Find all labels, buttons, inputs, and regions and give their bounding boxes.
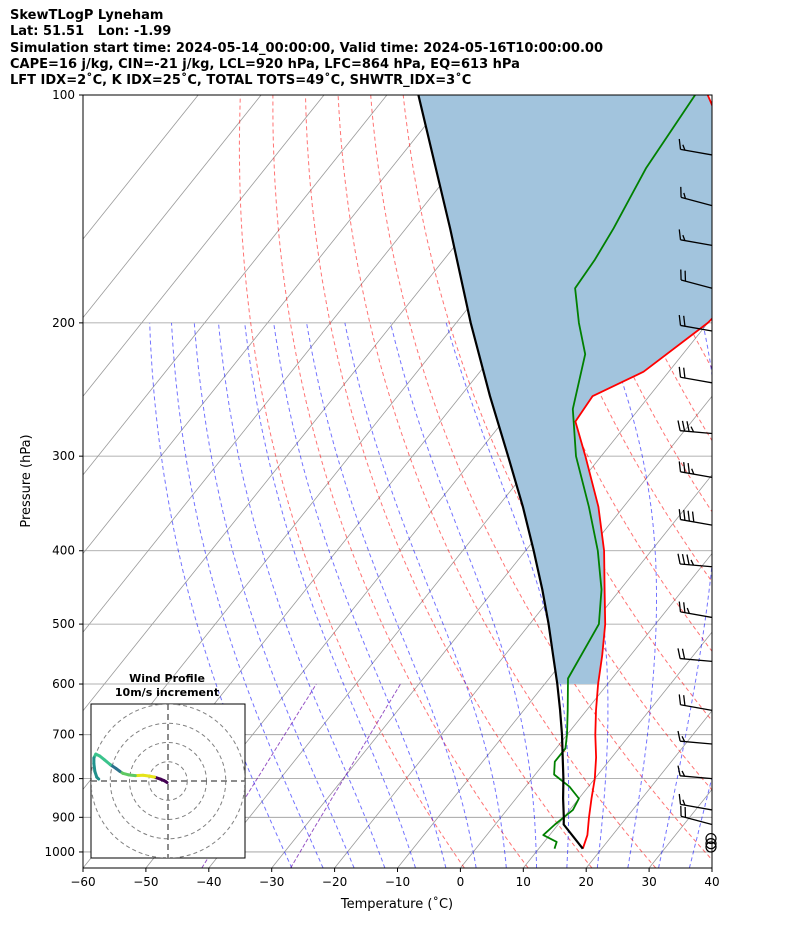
dry-adiabat-line bbox=[370, 95, 712, 861]
axes: −60 −50 −40 −30 −20 −10 0 10 20 30 40 100 200 300 400 5… bbox=[44, 88, 719, 889]
isotherm-line bbox=[83, 95, 325, 397]
simulation-times: Simulation start time: 2024-05-14_00:00:… bbox=[10, 40, 603, 56]
isotherm-line bbox=[83, 95, 199, 240]
wind-barb bbox=[678, 694, 713, 711]
x-tick-label: 40 bbox=[704, 875, 719, 889]
wind-barb bbox=[680, 805, 713, 826]
y-tick-label: 300 bbox=[52, 449, 75, 463]
chart-title-block: SkewTLogP Lyneham Lat: 51.51 Lon: -1.99 … bbox=[10, 8, 603, 89]
y-tick-label: 800 bbox=[52, 772, 75, 786]
y-tick-label: 1000 bbox=[44, 845, 75, 859]
dry-adiabat-line bbox=[402, 95, 712, 791]
wind-barb bbox=[677, 648, 713, 662]
isotherm-line bbox=[83, 95, 388, 476]
moist-adiabat-line bbox=[273, 322, 447, 868]
dry-adiabat-line bbox=[305, 95, 593, 868]
x-tick-label: 20 bbox=[579, 875, 594, 889]
x-tick-label: −40 bbox=[196, 875, 221, 889]
moist-adiabat-line bbox=[445, 322, 570, 868]
moist-adiabat-line bbox=[218, 322, 386, 868]
y-axis-title: Pressure (hPa) bbox=[19, 434, 34, 527]
y-tick-label: 600 bbox=[52, 677, 75, 691]
chart-title: SkewTLogP Lyneham bbox=[10, 8, 164, 23]
wind-barb bbox=[680, 269, 713, 289]
y-tick-label: 200 bbox=[52, 316, 75, 330]
moist-adiabat-line bbox=[306, 322, 477, 868]
station-coordinates: Lat: 51.51 Lon: -1.99 bbox=[10, 24, 172, 40]
wind-barb bbox=[678, 229, 713, 247]
temperature-profile-line bbox=[574, 95, 712, 849]
wind-barb bbox=[680, 186, 713, 207]
dry-adiabat-line bbox=[337, 95, 657, 868]
y-tick-label: 500 bbox=[52, 617, 75, 631]
moist-adiabat-line bbox=[658, 322, 712, 868]
hodograph-trace-segment bbox=[95, 775, 101, 781]
isotherm-line bbox=[460, 552, 712, 868]
moist-adiabat-line bbox=[244, 322, 416, 868]
isotherm-line bbox=[585, 710, 712, 868]
dry-adiabat-line bbox=[729, 95, 794, 868]
moist-adiabat-line bbox=[344, 322, 507, 868]
isotherm-line bbox=[83, 95, 262, 319]
isotherm-line bbox=[397, 474, 712, 868]
isotherm-line bbox=[83, 95, 451, 555]
y-tick-label: 900 bbox=[52, 810, 75, 824]
isotherm-line bbox=[711, 867, 712, 868]
calm-wind-circle bbox=[705, 841, 717, 853]
cape-fill bbox=[418, 95, 712, 684]
y-tick-label: 100 bbox=[52, 88, 75, 102]
calm-wind-circle bbox=[705, 838, 717, 850]
stability-indices-2: LFT IDX=2˚C, K IDX=25˚C, TOTAL TOTS=49˚C… bbox=[10, 73, 472, 89]
hodograph-title: Wind Profile bbox=[129, 672, 205, 685]
wind-barb bbox=[678, 793, 713, 811]
x-tick-label: 10 bbox=[516, 875, 531, 889]
hodograph-ring bbox=[148, 761, 188, 801]
y-tick-label: 700 bbox=[52, 728, 75, 742]
wind-barb bbox=[678, 314, 713, 332]
wind-barb bbox=[678, 601, 713, 619]
y-tick-label: 400 bbox=[52, 544, 75, 558]
sounding-profiles bbox=[417, 95, 712, 850]
wind-barb bbox=[678, 366, 713, 384]
stability-indices-1: CAPE=16 j/kg, CIN=-21 j/kg, LCL=920 hPa,… bbox=[10, 56, 520, 72]
moist-adiabat-line bbox=[602, 322, 657, 868]
isotherm-line bbox=[83, 95, 514, 633]
x-tick-label: 30 bbox=[641, 875, 656, 889]
parcel-profile-line bbox=[417, 95, 584, 850]
wind-barb bbox=[677, 420, 713, 435]
moist-adiabat-line bbox=[193, 322, 355, 868]
x-tick-label: −50 bbox=[133, 875, 158, 889]
hodograph-subtitle: 10m/s increment bbox=[115, 686, 219, 699]
cape-area bbox=[418, 95, 712, 684]
wind-barb bbox=[678, 509, 713, 526]
x-axis-title: Temperature (˚C) bbox=[340, 896, 453, 912]
wind-barb bbox=[677, 765, 713, 780]
moist-adiabat-line bbox=[171, 322, 324, 868]
wind-barbs bbox=[677, 138, 717, 853]
moist-adiabat-line bbox=[149, 322, 293, 868]
x-tick-label: −60 bbox=[70, 875, 95, 889]
moist-adiabat-line bbox=[688, 775, 712, 868]
wind-barb bbox=[678, 461, 713, 479]
dry-adiabat-line bbox=[762, 95, 794, 868]
isotherm-line bbox=[334, 395, 712, 868]
mixing-ratio-line bbox=[290, 683, 401, 868]
x-tick-label: −30 bbox=[259, 875, 284, 889]
dry-adiabat-line bbox=[272, 95, 529, 868]
x-tick-label: −20 bbox=[322, 875, 347, 889]
dry-adiabat-line bbox=[238, 95, 465, 868]
x-tick-label: 0 bbox=[457, 875, 465, 889]
isotherm-line bbox=[522, 631, 712, 868]
dewpoint-profile-line bbox=[542, 95, 696, 849]
wind-barb bbox=[677, 730, 713, 745]
x-tick-label: −10 bbox=[385, 875, 410, 889]
mixing-ratio-line bbox=[201, 683, 317, 868]
wind-barb bbox=[678, 138, 713, 156]
wind-barb bbox=[677, 553, 713, 568]
calm-wind-circle bbox=[705, 832, 717, 845]
